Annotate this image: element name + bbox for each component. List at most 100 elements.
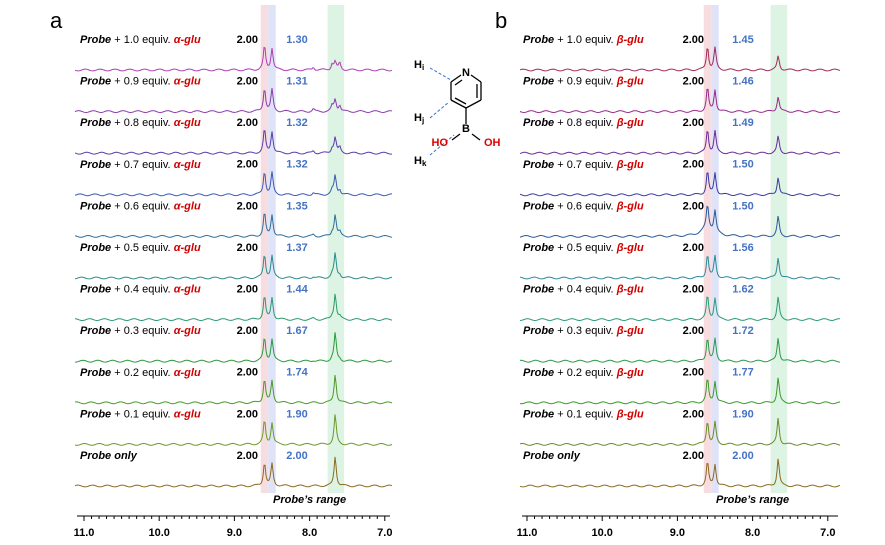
- integration-right: 2.00: [286, 450, 307, 462]
- integration-left: 2.00: [237, 34, 258, 46]
- proton-label: Hk: [414, 155, 427, 168]
- integration-right: 1.90: [286, 408, 307, 420]
- integration-left: 2.00: [237, 408, 258, 420]
- integration-left: 2.00: [683, 242, 704, 254]
- range-label: Probe’s range: [716, 494, 789, 506]
- spectrum: [519, 88, 841, 114]
- label-part: + 1.0 equiv.: [114, 34, 170, 46]
- label-part: Probe: [523, 200, 554, 212]
- highlight-band: [327, 5, 345, 493]
- label-part: + 0.8 equiv.: [114, 117, 170, 129]
- label-part: + 0.3 equiv.: [114, 325, 170, 337]
- label-part: α-glu: [174, 408, 201, 420]
- atom-label: B: [462, 123, 470, 135]
- label-part: Probe: [80, 408, 111, 420]
- spectrum: [74, 293, 393, 322]
- label-part: β-glu: [616, 325, 644, 337]
- atom-label: HO: [432, 137, 449, 149]
- sample-label: Probe + 0.3 equiv. β-glu: [523, 325, 644, 337]
- sample-label: Probe + 1.0 equiv. β-glu: [523, 34, 644, 46]
- integration-right: 1.37: [286, 242, 307, 254]
- spectrum: [74, 130, 393, 155]
- highlight-band: [268, 5, 276, 493]
- label-part: + 0.6 equiv.: [557, 200, 613, 212]
- integration-left: 2.00: [683, 450, 704, 462]
- sample-label: Probe + 0.1 equiv. α-glu: [80, 408, 201, 420]
- integration-left: 2.00: [683, 284, 704, 296]
- range-label: Probe’s range: [273, 494, 346, 506]
- label-part: α-glu: [174, 117, 201, 129]
- sample-label: Probe + 0.8 equiv. α-glu: [80, 117, 201, 129]
- spectrum: [519, 296, 840, 322]
- integration-left: 2.00: [237, 117, 258, 129]
- sample-label: Probe + 0.2 equiv. α-glu: [80, 367, 201, 379]
- label-part: + 0.5 equiv.: [557, 242, 613, 254]
- label-part: Probe: [523, 242, 554, 254]
- spectrum: [519, 254, 841, 280]
- integration-right: 1.72: [732, 325, 753, 337]
- tick-label: 8.0: [745, 527, 760, 539]
- label-part: β-glu: [616, 117, 644, 129]
- label-part: Probe: [523, 34, 554, 46]
- spectrum: [519, 172, 841, 197]
- sample-label: Probe + 0.6 equiv. α-glu: [80, 200, 201, 212]
- integration-right: 1.35: [286, 200, 307, 212]
- label-part: + 0.5 equiv.: [114, 242, 170, 254]
- integration-left: 2.00: [237, 367, 258, 379]
- label-part: + 0.7 equiv.: [557, 159, 613, 171]
- panel-letter: b: [495, 8, 507, 33]
- label-part: α-glu: [174, 159, 201, 171]
- integration-left: 2.00: [237, 159, 258, 171]
- integration-right: 1.62: [732, 284, 753, 296]
- label-part: α-glu: [174, 242, 201, 254]
- highlight-band: [711, 5, 719, 493]
- spectrum: [519, 418, 841, 446]
- sample-label: Probe + 0.9 equiv. β-glu: [523, 76, 644, 88]
- highlight-band: [770, 5, 788, 493]
- label-part: + 0.1 equiv.: [114, 408, 170, 420]
- integration-left: 2.00: [683, 34, 704, 46]
- label-part: β-glu: [616, 408, 644, 420]
- label-part: Probe: [523, 159, 554, 171]
- panel-letter: a: [50, 8, 63, 33]
- integration-right: 1.49: [732, 117, 753, 129]
- spectrum: [74, 46, 393, 72]
- label-part: β-glu: [616, 34, 644, 46]
- spectrum: [74, 171, 392, 197]
- label-part: Probe: [80, 159, 111, 171]
- label-part: α-glu: [174, 367, 201, 379]
- tick-label: 11.0: [517, 527, 538, 539]
- spectrum: [74, 374, 393, 405]
- spectrum: [519, 46, 841, 72]
- proton-label: Hi: [414, 59, 424, 72]
- tick-label: 10.0: [591, 527, 612, 539]
- label-part: β-glu: [616, 76, 644, 88]
- label-part: + 1.0 equiv.: [557, 34, 613, 46]
- spectrum: [74, 252, 393, 280]
- label-part: Probe: [523, 284, 554, 296]
- highlight-band: [703, 5, 712, 493]
- sample-label: Probe + 0.5 equiv. β-glu: [523, 242, 644, 254]
- label-part: Probe: [523, 408, 554, 420]
- spectrum: [519, 130, 841, 155]
- sample-label: Probe + 0.8 equiv. β-glu: [523, 117, 644, 129]
- label-part: + 0.1 equiv.: [557, 408, 613, 420]
- sample-label: Probe + 0.4 equiv. β-glu: [523, 284, 644, 296]
- label-part: β-glu: [616, 242, 644, 254]
- tick-label: 11.0: [74, 527, 95, 539]
- spectrum: [74, 213, 393, 238]
- label-part: Probe: [80, 284, 111, 296]
- label-part: Probe only: [80, 450, 138, 462]
- label-part: Probe: [80, 34, 111, 46]
- label-part: Probe: [80, 325, 111, 337]
- integration-left: 2.00: [237, 242, 258, 254]
- label-part: Probe: [523, 325, 554, 337]
- sample-label: Probe + 0.7 equiv. β-glu: [523, 159, 644, 171]
- integration-right: 1.30: [286, 34, 307, 46]
- integration-left: 2.00: [683, 367, 704, 379]
- integration-left: 2.00: [683, 159, 704, 171]
- integration-right: 1.45: [732, 34, 753, 46]
- integration-left: 2.00: [683, 76, 704, 88]
- label-part: α-glu: [174, 34, 201, 46]
